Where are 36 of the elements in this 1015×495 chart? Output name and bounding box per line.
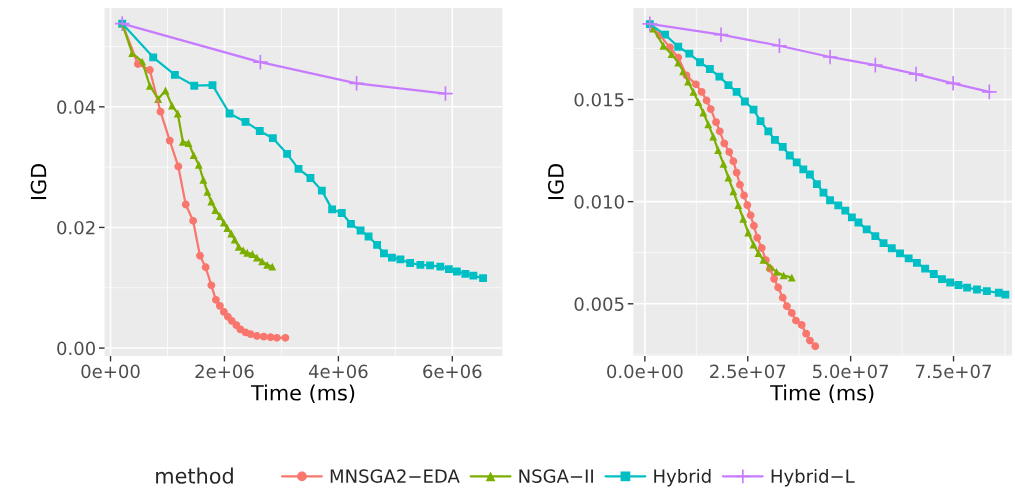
x-tick-label: 2.5e+07 <box>710 364 786 379</box>
x-tick-label: 4e+06 <box>308 364 368 379</box>
point <box>348 75 365 92</box>
legend-label: Hybrid−L <box>771 468 855 487</box>
point <box>944 75 962 92</box>
point <box>981 83 998 101</box>
x-tick-label: 2e+06 <box>195 364 254 379</box>
legend-label: MNSGA2−EDA <box>330 469 460 483</box>
point <box>712 26 730 43</box>
point <box>907 66 925 83</box>
point <box>252 54 269 71</box>
y-tick-label: 0.015 <box>574 92 624 107</box>
point <box>268 262 277 271</box>
y-tick-label: 0.00 <box>57 341 96 356</box>
x-axis-title: Time (ms) <box>250 384 355 404</box>
x-tick-label: 0.0e+00 <box>607 364 683 379</box>
legend-label: NSGA−II <box>519 469 593 483</box>
point <box>821 48 839 66</box>
y-tick-label: 0.02 <box>57 220 95 235</box>
y-axis-title: IGD <box>30 163 47 200</box>
point <box>114 15 131 32</box>
x-axis-title: Time (ms) <box>770 384 874 404</box>
x-tick-label: 0e+00 <box>81 364 140 379</box>
y-tick-label: 0.005 <box>574 297 624 311</box>
point <box>641 15 658 32</box>
point <box>787 273 796 282</box>
y-tick-label: 0.04 <box>57 100 96 114</box>
x-tick-label: 7.5e+07 <box>916 364 991 379</box>
point <box>771 37 788 54</box>
x-tick-label: 6e+06 <box>423 364 482 379</box>
y-tick-label: 0.010 <box>574 195 624 209</box>
legend-label: Hybrid <box>654 468 711 487</box>
x-tick-label: 5.0e+07 <box>813 364 889 379</box>
point <box>867 57 884 74</box>
y-axis-title: IGD <box>547 163 564 200</box>
legend-title: method <box>156 467 233 484</box>
